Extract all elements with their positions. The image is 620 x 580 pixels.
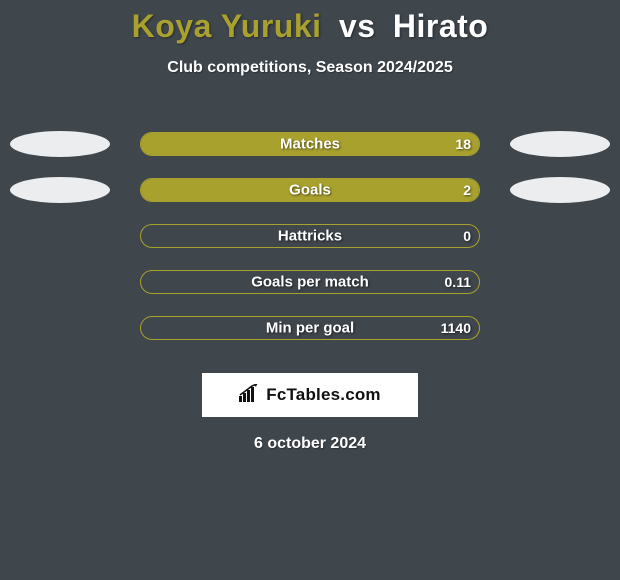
stat-label: Hattricks [278,228,342,245]
right-ellipse [510,177,610,203]
stat-bar-track: Hattricks 0 [140,224,480,248]
right-player-name: Hirato [393,8,488,44]
stat-bar-track: Matches 18 [140,132,480,156]
right-ellipse [510,131,610,157]
stat-row: Hattricks 0 [0,213,620,259]
stat-row: Matches 18 [0,121,620,167]
stat-label: Goals [289,182,331,199]
left-ellipse [10,131,110,157]
stat-label: Matches [280,136,340,153]
stat-label: Min per goal [266,320,354,337]
stat-row: Goals per match 0.11 [0,259,620,305]
stat-label: Goals per match [251,274,369,291]
stat-right-value: 0 [463,228,471,244]
left-ellipse [10,177,110,203]
brand-chart-icon [239,384,261,407]
brand-box[interactable]: FcTables.com [202,373,418,417]
comparison-title: Koya Yuruki vs Hirato [0,0,620,45]
stat-rows: Matches 18 Goals 2 Hattricks 0 Goals per match… [0,121,620,351]
stat-bar-track: Min per goal 1140 [140,316,480,340]
left-player-name: Koya Yuruki [132,8,322,44]
stat-right-value: 2 [463,182,471,198]
date-line: 6 october 2024 [0,435,620,453]
stat-bar-track: Goals 2 [140,178,480,202]
vs-label: vs [339,8,376,44]
stat-row: Min per goal 1140 [0,305,620,351]
stat-right-value: 18 [455,136,471,152]
stat-right-value: 0.11 [445,274,471,290]
subtitle: Club competitions, Season 2024/2025 [0,59,620,77]
stat-right-value: 1140 [441,320,471,336]
stat-bar-track: Goals per match 0.11 [140,270,480,294]
brand-text: FcTables.com [266,385,381,405]
stat-row: Goals 2 [0,167,620,213]
